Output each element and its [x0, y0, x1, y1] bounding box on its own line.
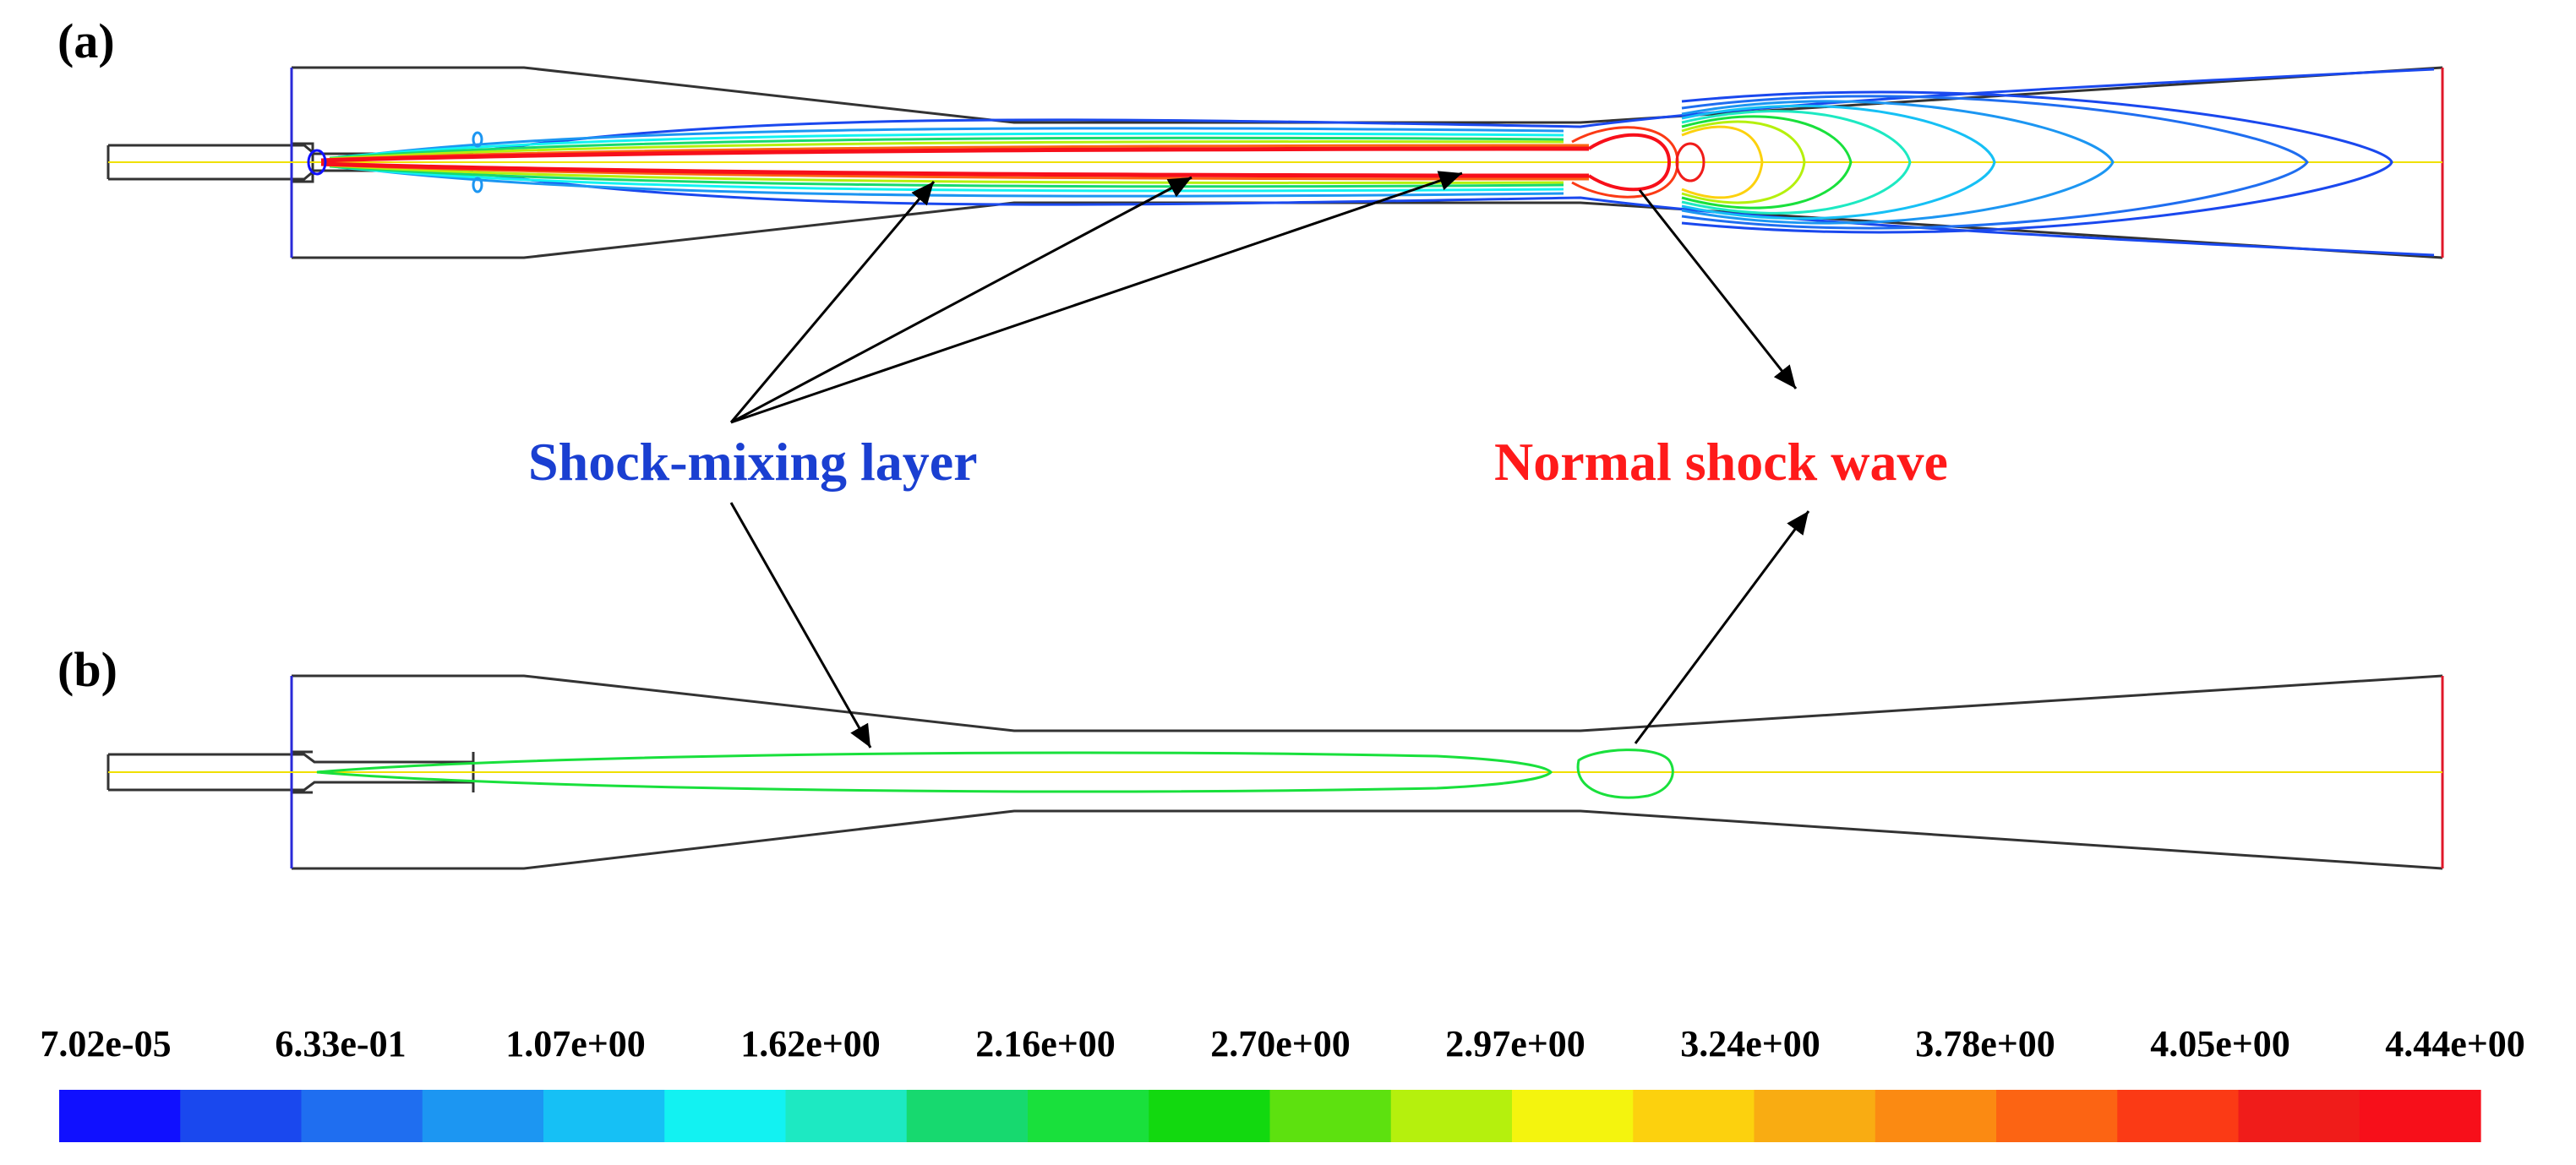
panel-a-ejector [106, 66, 2444, 259]
colorbar-swatch [1149, 1090, 1271, 1142]
colorbar-tick-label: 7.02e-05 [40, 1023, 171, 1064]
colorbar-tick-label: 1.62e+00 [740, 1023, 881, 1064]
label-normal-shock-wave: Normal shock wave [1494, 432, 1948, 492]
arrow-shock-mixing-4 [729, 502, 872, 749]
colorbar-swatch [664, 1090, 787, 1142]
colorbar [59, 1090, 2481, 1142]
colorbar-swatch [1633, 1090, 1755, 1142]
arrow-shock-mixing-2 [730, 176, 1192, 424]
colorbar-swatch [1754, 1090, 1876, 1142]
colorbar-tick-label: 4.05e+00 [2150, 1023, 2290, 1064]
colorbar-swatch [543, 1090, 665, 1142]
panel-label-a: (a) [57, 14, 115, 68]
colorbar-tick-label: 4.44e+00 [2385, 1023, 2525, 1064]
colorbar-swatch [1875, 1090, 1997, 1142]
colorbar-swatch [1269, 1090, 1392, 1142]
colorbar-tick-label: 2.16e+00 [975, 1023, 1116, 1064]
colorbar-swatch [785, 1090, 908, 1142]
colorbar-tick-label: 3.24e+00 [1680, 1023, 1820, 1064]
colorbar-swatch [2359, 1090, 2481, 1142]
colorbar-swatch [1390, 1090, 1513, 1142]
panel-b-ejector [106, 674, 2444, 870]
colorbar-swatch [1996, 1090, 2118, 1142]
arrow-shock-mixing-1 [729, 181, 936, 423]
colorbar-swatch [59, 1090, 181, 1142]
colorbar-tick-label: 2.70e+00 [1210, 1023, 1351, 1064]
contours-b [316, 749, 1674, 799]
colorbar-tick-label: 6.33e-01 [275, 1023, 406, 1064]
colorbar-swatch [1512, 1090, 1634, 1142]
label-shock-mixing-layer: Shock-mixing layer [528, 432, 978, 492]
colorbar-swatch [2238, 1090, 2360, 1142]
colorbar-swatch [422, 1090, 544, 1142]
colorbar-tick-label: 1.07e+00 [505, 1023, 646, 1064]
contours-a [307, 68, 2435, 257]
panel-label-b: (b) [57, 642, 117, 697]
colorbar-tick-label: 3.78e+00 [1915, 1023, 2055, 1064]
annotation-arrows [729, 171, 1810, 749]
colorbar-swatch [301, 1090, 423, 1142]
colorbar-tick-label: 2.97e+00 [1445, 1023, 1585, 1064]
colorbar-swatch [180, 1090, 303, 1142]
arrow-normal-shock-2 [1634, 510, 1810, 744]
colorbar-swatch [906, 1090, 1029, 1142]
arrow-shock-mixing-3 [730, 171, 1463, 424]
colorbar-swatch [2117, 1090, 2240, 1142]
arrow-normal-shock-1 [1638, 189, 1798, 389]
colorbar-tick-labels: 7.02e-05 6.33e-01 1.07e+00 1.62e+00 2.16e+00… [40, 1023, 2524, 1064]
colorbar-swatch [1028, 1090, 1149, 1142]
